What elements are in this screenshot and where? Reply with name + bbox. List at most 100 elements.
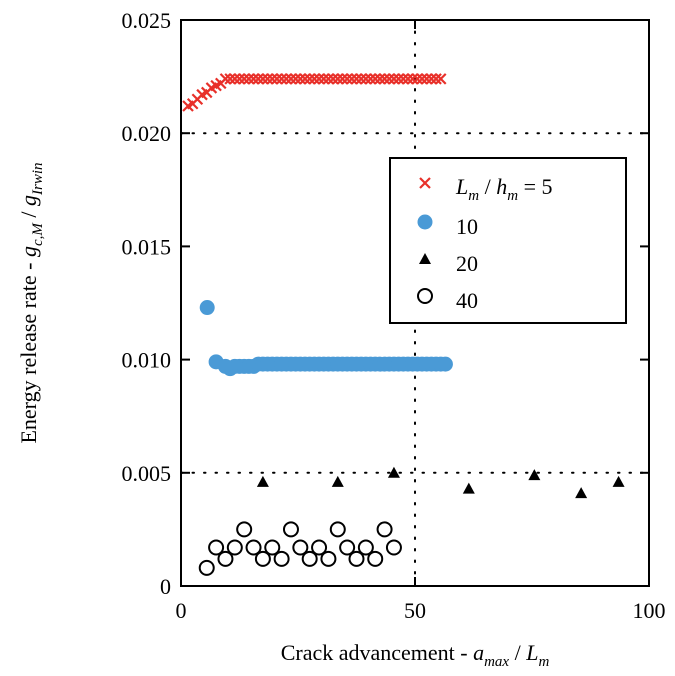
data-point xyxy=(355,73,367,85)
y-tick-label: 0.020 xyxy=(122,121,172,146)
legend-marker-2 xyxy=(417,214,433,230)
data-point xyxy=(348,550,365,567)
data-point xyxy=(357,539,374,556)
data-point xyxy=(425,73,438,85)
data-point xyxy=(294,73,307,85)
legend-label-1: Lm / hm = 5 xyxy=(455,174,552,204)
data-point xyxy=(385,539,402,556)
data-point xyxy=(434,73,447,85)
data-point xyxy=(219,73,232,85)
data-point xyxy=(364,73,377,85)
data-point xyxy=(275,73,288,85)
axis-ticks: 0 50 100 0 0.005 0.010 0.015 0.020 0.025 xyxy=(122,8,666,623)
data-point xyxy=(392,73,405,85)
data-point xyxy=(350,73,363,85)
series-3 xyxy=(198,521,402,576)
legend-markers xyxy=(417,177,433,304)
data-point xyxy=(247,73,260,85)
y-tick-label: 0.010 xyxy=(122,348,172,373)
data-point xyxy=(311,539,328,556)
data-point xyxy=(199,300,215,316)
data-point xyxy=(575,487,588,499)
data-point xyxy=(208,539,225,556)
data-point xyxy=(397,73,410,85)
data-point xyxy=(320,550,337,567)
data-point xyxy=(301,550,318,567)
y-tick-label: 0.025 xyxy=(122,8,172,33)
data-point xyxy=(226,539,243,556)
data-point xyxy=(289,73,302,85)
grid-lines xyxy=(180,19,650,587)
data-point xyxy=(402,73,414,85)
legend-marker-1 xyxy=(419,177,431,189)
data-series xyxy=(182,73,625,576)
data-point xyxy=(264,539,281,556)
data-point xyxy=(346,73,358,85)
data-point xyxy=(317,73,330,85)
data-point xyxy=(292,539,309,556)
x-tick-label: 50 xyxy=(404,598,426,623)
data-point xyxy=(236,521,253,538)
data-point xyxy=(261,73,274,85)
data-point xyxy=(254,550,271,567)
data-point xyxy=(528,469,541,481)
data-point xyxy=(341,73,353,85)
series-0 xyxy=(182,73,447,112)
data-point xyxy=(238,73,250,85)
data-point xyxy=(369,73,381,85)
x-axis-title: Crack advancement - amax / Lm xyxy=(281,640,550,670)
data-point xyxy=(308,73,321,85)
x-tick-label: 0 xyxy=(176,598,187,623)
data-point xyxy=(374,73,386,85)
data-point xyxy=(243,73,255,85)
data-point xyxy=(612,475,625,487)
data-point xyxy=(327,73,339,85)
data-point xyxy=(406,73,419,85)
data-point xyxy=(256,475,269,487)
data-point xyxy=(387,466,400,478)
data-point xyxy=(339,539,356,556)
data-point xyxy=(331,475,344,487)
data-point xyxy=(437,356,453,372)
data-point xyxy=(224,73,236,85)
data-point xyxy=(329,521,346,538)
series-1 xyxy=(199,300,453,377)
data-point xyxy=(229,73,241,85)
data-point xyxy=(378,73,391,85)
data-point xyxy=(462,482,475,494)
data-point xyxy=(336,73,349,85)
data-point xyxy=(282,521,299,538)
data-point xyxy=(285,73,297,85)
legend-marker-3 xyxy=(419,253,431,264)
data-point xyxy=(416,73,428,85)
legend-label-2: 10 xyxy=(456,214,478,239)
legend-label-4: 40 xyxy=(456,288,478,313)
data-point xyxy=(271,73,283,85)
data-point xyxy=(360,73,372,85)
legend-label-3: 20 xyxy=(456,251,478,276)
y-tick-label: 0.005 xyxy=(122,461,172,486)
data-point xyxy=(383,73,396,85)
data-point xyxy=(411,73,424,85)
data-point xyxy=(367,550,384,567)
data-point xyxy=(233,73,246,85)
x-tick-label: 100 xyxy=(633,598,666,623)
series-2 xyxy=(256,466,625,499)
data-point xyxy=(313,73,325,85)
data-point xyxy=(430,73,442,85)
data-point xyxy=(245,539,262,556)
data-point xyxy=(252,73,264,85)
data-point xyxy=(376,521,393,538)
legend: Lm / hm = 5 10 20 40 xyxy=(389,157,627,324)
data-point xyxy=(198,559,215,576)
data-point xyxy=(388,73,400,85)
data-point xyxy=(217,550,234,567)
y-tick-label: 0.015 xyxy=(122,234,172,259)
data-point xyxy=(332,73,344,85)
data-point xyxy=(266,73,279,85)
data-point xyxy=(322,73,335,85)
y-tick-label: 0 xyxy=(160,574,171,599)
data-point xyxy=(303,73,316,85)
data-point xyxy=(280,73,293,85)
